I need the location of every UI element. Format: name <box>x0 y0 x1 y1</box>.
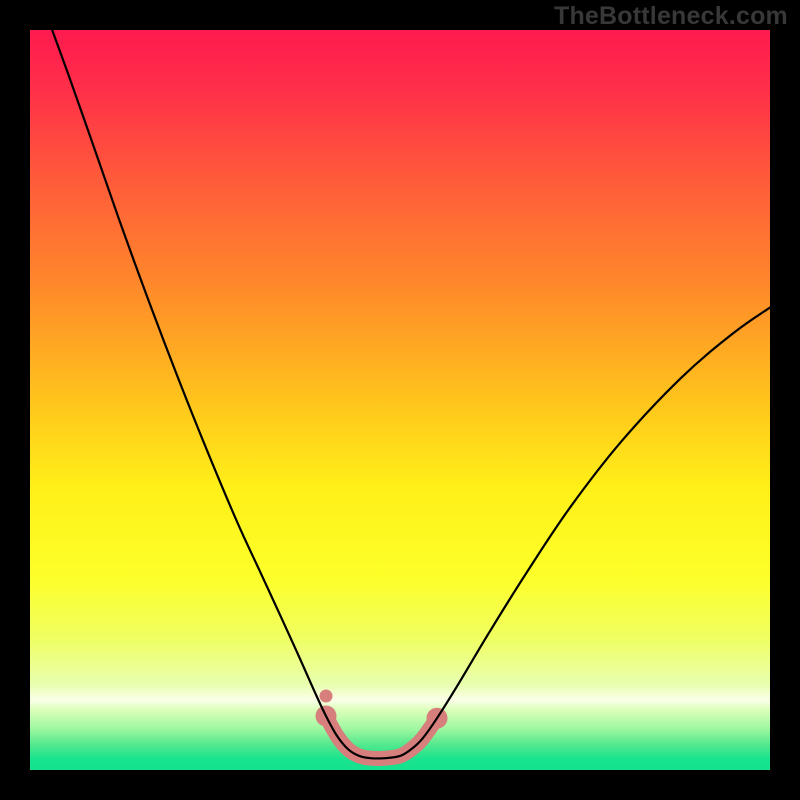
watermark-text: TheBottleneck.com <box>554 2 788 31</box>
bottleneck-chart <box>0 0 800 800</box>
chart-frame: TheBottleneck.com <box>0 0 800 800</box>
